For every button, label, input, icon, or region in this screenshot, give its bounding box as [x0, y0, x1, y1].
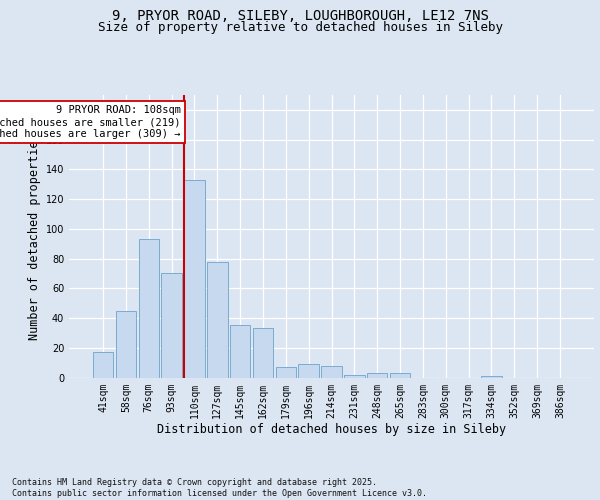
Bar: [116, 310, 136, 378]
Text: Size of property relative to detached houses in Sileby: Size of property relative to detached ho…: [97, 21, 503, 34]
Bar: [481, 376, 502, 378]
Text: 9 PRYOR ROAD: 108sqm
← 41% of detached houses are smaller (219)
58% of semi-deta: 9 PRYOR ROAD: 108sqm ← 41% of detached h…: [0, 106, 181, 138]
Bar: [321, 366, 342, 378]
Bar: [367, 373, 388, 378]
X-axis label: Distribution of detached houses by size in Sileby: Distribution of detached houses by size …: [157, 423, 506, 436]
Bar: [207, 262, 227, 378]
Bar: [344, 374, 365, 378]
Y-axis label: Number of detached properties: Number of detached properties: [28, 133, 41, 340]
Bar: [139, 239, 159, 378]
Bar: [161, 274, 182, 378]
Bar: [93, 352, 113, 378]
Bar: [184, 180, 205, 378]
Bar: [390, 373, 410, 378]
Text: Contains HM Land Registry data © Crown copyright and database right 2025.
Contai: Contains HM Land Registry data © Crown c…: [12, 478, 427, 498]
Bar: [253, 328, 273, 378]
Bar: [230, 326, 250, 378]
Bar: [275, 367, 296, 378]
Text: 9, PRYOR ROAD, SILEBY, LOUGHBOROUGH, LE12 7NS: 9, PRYOR ROAD, SILEBY, LOUGHBOROUGH, LE1…: [112, 9, 488, 23]
Bar: [298, 364, 319, 378]
